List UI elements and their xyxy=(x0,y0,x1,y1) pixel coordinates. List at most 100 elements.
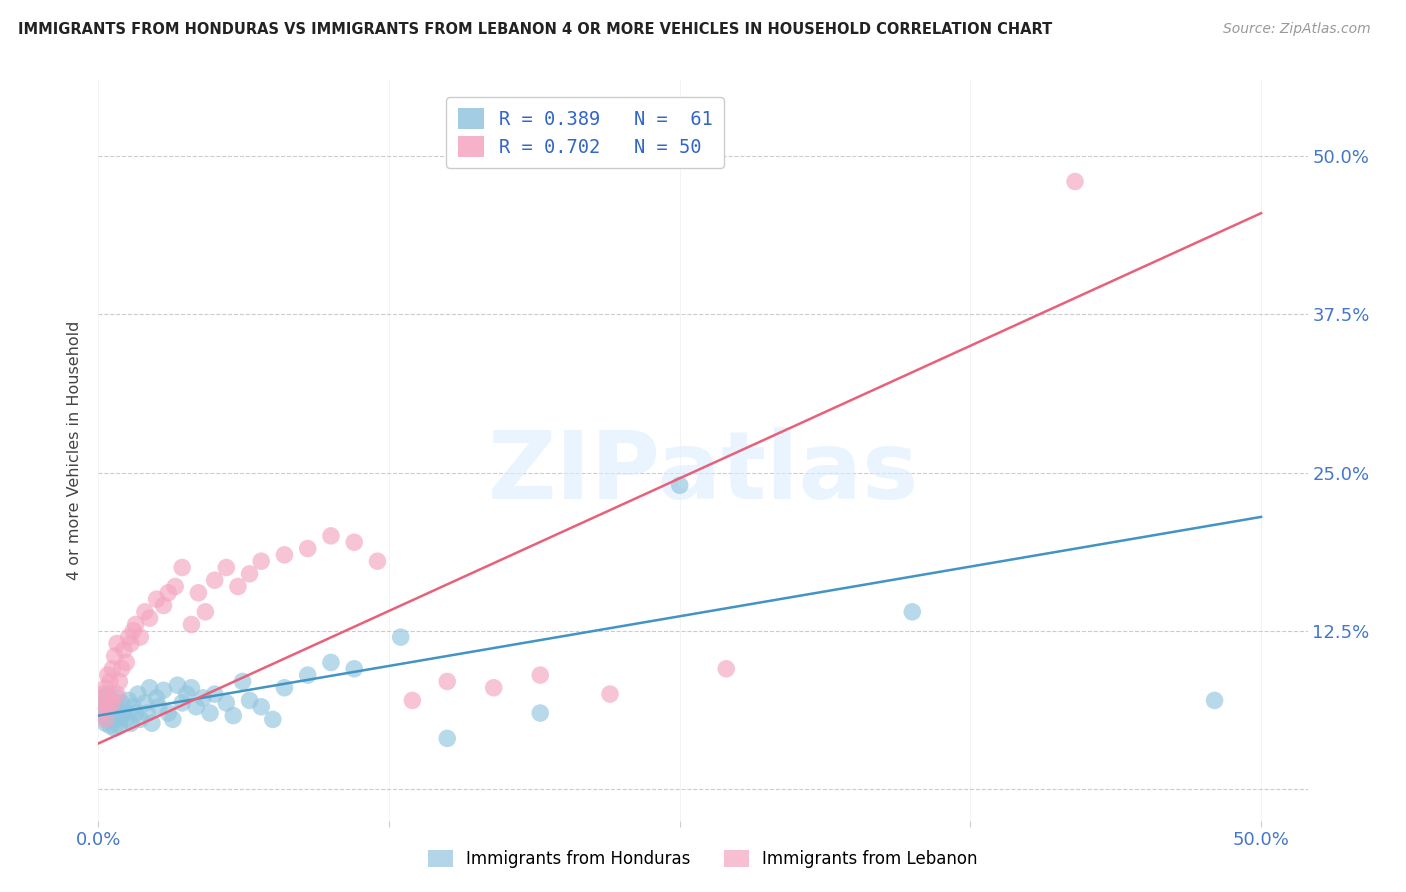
Point xyxy=(94,712,117,726)
Point xyxy=(194,605,217,619)
Point xyxy=(134,605,156,619)
Point xyxy=(91,708,114,723)
Point xyxy=(436,674,458,689)
Point xyxy=(94,716,117,731)
Point xyxy=(111,696,134,710)
Point xyxy=(101,704,124,718)
Point xyxy=(165,580,187,594)
Point xyxy=(1064,175,1087,189)
Point xyxy=(90,706,112,720)
Point xyxy=(599,687,621,701)
Point xyxy=(273,681,295,695)
Point xyxy=(198,706,221,720)
Point xyxy=(529,668,551,682)
Point xyxy=(157,586,180,600)
Legend: R = 0.389   N =  61, R = 0.702   N = 50: R = 0.389 N = 61, R = 0.702 N = 50 xyxy=(446,97,724,168)
Point xyxy=(187,586,209,600)
Point xyxy=(152,683,174,698)
Point xyxy=(91,687,114,701)
Point xyxy=(105,712,128,726)
Point xyxy=(118,630,141,644)
Point xyxy=(120,636,142,650)
Point xyxy=(668,478,690,492)
Point xyxy=(343,535,366,549)
Point xyxy=(250,554,273,568)
Point xyxy=(901,605,924,619)
Point xyxy=(204,573,226,587)
Point xyxy=(105,636,128,650)
Point xyxy=(222,708,245,723)
Point xyxy=(94,706,117,720)
Point xyxy=(319,529,342,543)
Point xyxy=(184,699,207,714)
Point xyxy=(166,678,188,692)
Point xyxy=(91,690,114,705)
Y-axis label: 4 or more Vehicles in Household: 4 or more Vehicles in Household xyxy=(67,321,83,580)
Point xyxy=(162,712,184,726)
Point xyxy=(124,617,146,632)
Point xyxy=(105,687,128,701)
Point xyxy=(145,592,167,607)
Text: ZIPatlas: ZIPatlas xyxy=(488,426,918,518)
Point xyxy=(129,712,152,726)
Point xyxy=(108,719,131,733)
Point xyxy=(101,708,124,723)
Point xyxy=(482,681,505,695)
Point xyxy=(98,719,121,733)
Point xyxy=(90,699,112,714)
Point xyxy=(94,681,117,695)
Point xyxy=(1204,693,1226,707)
Point xyxy=(101,662,124,676)
Point xyxy=(250,699,273,714)
Point xyxy=(120,716,142,731)
Point xyxy=(239,693,262,707)
Point xyxy=(111,708,134,723)
Point xyxy=(152,599,174,613)
Point xyxy=(108,674,131,689)
Point xyxy=(215,560,238,574)
Point xyxy=(297,541,319,556)
Point xyxy=(215,696,238,710)
Point xyxy=(138,681,160,695)
Point xyxy=(138,611,160,625)
Point xyxy=(172,560,194,574)
Point xyxy=(112,642,135,657)
Point xyxy=(134,696,156,710)
Point xyxy=(127,687,149,701)
Point xyxy=(101,696,124,710)
Legend: Immigrants from Honduras, Immigrants from Lebanon: Immigrants from Honduras, Immigrants fro… xyxy=(422,843,984,875)
Point xyxy=(112,706,135,720)
Point xyxy=(297,668,319,682)
Point xyxy=(98,674,121,689)
Point xyxy=(98,693,121,707)
Point xyxy=(97,668,120,682)
Point xyxy=(172,696,194,710)
Point xyxy=(115,712,138,726)
Point xyxy=(529,706,551,720)
Point xyxy=(108,706,131,720)
Point xyxy=(122,699,145,714)
Text: IMMIGRANTS FROM HONDURAS VS IMMIGRANTS FROM LEBANON 4 OR MORE VEHICLES IN HOUSEH: IMMIGRANTS FROM HONDURAS VS IMMIGRANTS F… xyxy=(18,22,1053,37)
Point xyxy=(389,630,412,644)
Text: Source: ZipAtlas.com: Source: ZipAtlas.com xyxy=(1223,22,1371,37)
Point xyxy=(118,693,141,707)
Point xyxy=(105,690,128,705)
Point xyxy=(141,716,163,731)
Point xyxy=(104,699,127,714)
Point xyxy=(401,693,423,707)
Point xyxy=(366,554,388,568)
Point xyxy=(273,548,295,562)
Point xyxy=(111,662,134,676)
Point xyxy=(716,662,738,676)
Point xyxy=(136,706,159,720)
Point xyxy=(104,649,127,664)
Point xyxy=(98,690,121,705)
Point xyxy=(176,687,198,701)
Point xyxy=(129,630,152,644)
Point xyxy=(91,696,114,710)
Point xyxy=(97,699,120,714)
Point xyxy=(94,696,117,710)
Point xyxy=(436,731,458,746)
Point xyxy=(157,706,180,720)
Point xyxy=(180,681,202,695)
